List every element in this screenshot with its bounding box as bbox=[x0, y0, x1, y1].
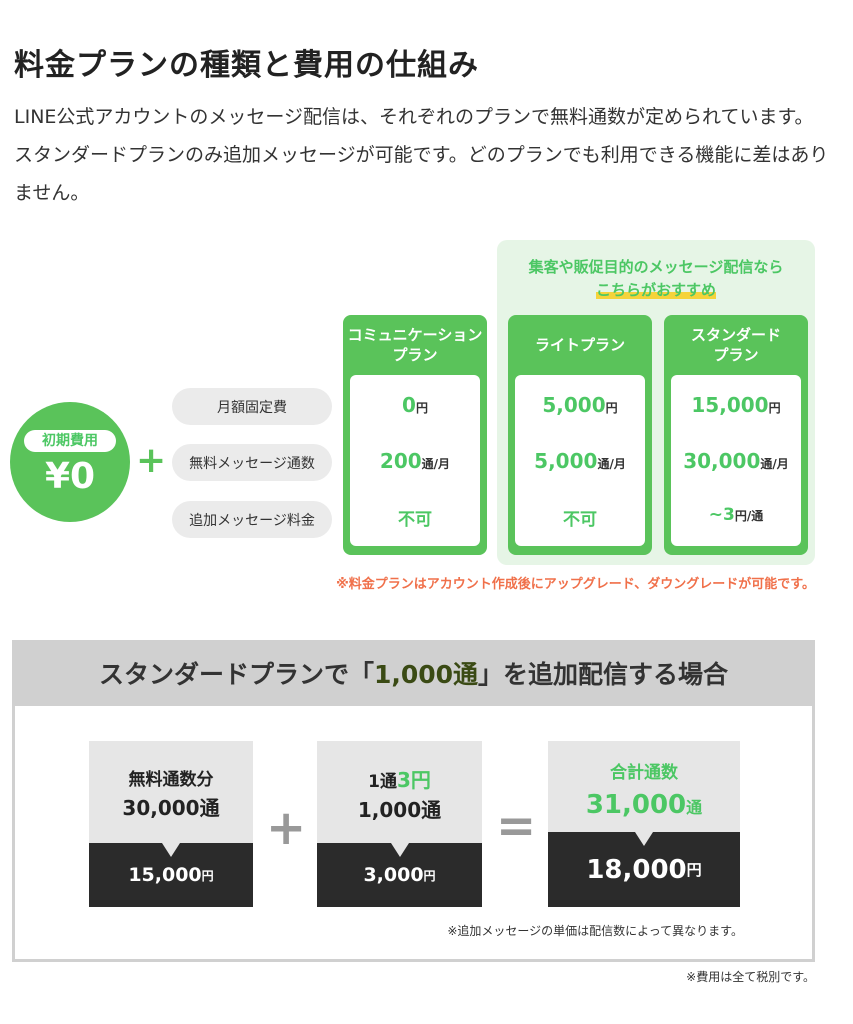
free-unit: 通/月 bbox=[421, 457, 451, 471]
fee-value: 5,000 bbox=[542, 393, 606, 417]
initial-fee-amount: ¥0 bbox=[44, 456, 96, 497]
card1-price: 15,000 bbox=[128, 864, 202, 886]
plan-name: コミュニケーション プラン bbox=[347, 326, 483, 364]
free-unit: 通/月 bbox=[597, 457, 626, 471]
card3-price: 18,000 bbox=[586, 854, 687, 885]
plan-values: 5,000円 5,000通/月 不可 bbox=[515, 375, 645, 546]
card1-line1: 無料通数分 bbox=[128, 770, 214, 790]
card3-line1: 合計通数 bbox=[610, 763, 678, 783]
free-value: 30,000 bbox=[683, 449, 761, 473]
fee-unit: 円 bbox=[768, 401, 781, 415]
plan-values: 15,000円 30,000通/月 ~3円/通 bbox=[671, 375, 801, 546]
extra-value: 不可 bbox=[563, 510, 597, 530]
example-note: ※追加メッセージの単価は配信数によって異なります。 bbox=[447, 924, 743, 938]
initial-fee-badge: 初期費用 ¥0 bbox=[10, 402, 130, 522]
card2-line1-num: 3円 bbox=[396, 768, 431, 792]
row-label-monthly-fee: 月額固定費 bbox=[172, 388, 332, 425]
example-title-post: 」を追加配信する場合 bbox=[478, 660, 729, 689]
recommend-line1: 集客や販促目的のメッセージ配信なら bbox=[528, 258, 784, 276]
free-value: 200 bbox=[379, 449, 422, 473]
initial-fee-label: 初期費用 bbox=[24, 430, 116, 452]
plan-monthly-fee: 0円 bbox=[350, 393, 480, 417]
card-free-messages: 無料通数分 30,000通 15,000 円 bbox=[89, 741, 253, 907]
free-value: 5,000 bbox=[534, 449, 598, 473]
fee-unit: 円 bbox=[415, 401, 428, 415]
plan-extra-fee: ~3円/通 bbox=[671, 505, 801, 525]
extra-unit: 円/通 bbox=[734, 509, 764, 523]
card2-line2: 1,000通 bbox=[357, 798, 442, 822]
footer-note: ※費用は全て税別です。 bbox=[686, 970, 815, 984]
plan-card-communication: コミュニケーション プラン 0円 200通/月 不可 bbox=[343, 315, 487, 555]
card3-unit: 円 bbox=[686, 861, 702, 879]
card2-line1-pre: 1通 bbox=[368, 772, 397, 792]
plan-name: ライトプラン bbox=[534, 336, 625, 354]
plan-name: スタンダード プラン bbox=[690, 326, 781, 364]
plus-sign: + bbox=[136, 440, 167, 481]
card3-total-unit: 通 bbox=[686, 798, 703, 817]
card-extra-messages: 1通3円 1,000通 3,000 円 bbox=[317, 741, 482, 907]
equals-icon: = bbox=[496, 798, 537, 854]
row-label-free-messages: 無料メッセージ通数 bbox=[172, 444, 332, 481]
recommend-text: 集客や販促目的のメッセージ配信なら こちらがおすすめ bbox=[497, 256, 815, 302]
description: LINE公式アカウントのメッセージ配信は、それぞれのプランで無料通数が定められて… bbox=[14, 106, 829, 204]
plus-icon: + bbox=[266, 800, 307, 856]
plan-monthly-fee: 15,000円 bbox=[671, 393, 801, 417]
example-title-pre: スタンダードプランで「 bbox=[98, 660, 374, 689]
plan-values: 0円 200通/月 不可 bbox=[350, 375, 480, 546]
plan-free-messages: 200通/月 bbox=[350, 449, 480, 473]
example-title-num: 1,000通 bbox=[373, 660, 479, 689]
plan-extra-fee: 不可 bbox=[515, 505, 645, 530]
fee-value: 0 bbox=[402, 393, 416, 417]
recommend-line2: こちらがおすすめ bbox=[595, 281, 716, 299]
plan-free-messages: 30,000通/月 bbox=[671, 449, 801, 473]
plan-card-light: ライトプラン 5,000円 5,000通/月 不可 bbox=[508, 315, 652, 555]
extra-value: 不可 bbox=[398, 510, 432, 530]
card-total: 合計通数 31,000通 18,000 円 bbox=[548, 741, 740, 907]
card1-line2: 30,000通 bbox=[122, 796, 220, 820]
extra-value: ~3 bbox=[708, 505, 735, 525]
free-unit: 通/月 bbox=[760, 457, 789, 471]
plan-extra-fee: 不可 bbox=[350, 505, 480, 530]
row-label-extra-fee: 追加メッセージ料金 bbox=[172, 501, 332, 538]
example-title: スタンダードプランで「 1,000通 」を追加配信する場合 bbox=[12, 640, 815, 706]
card2-price: 3,000 bbox=[363, 864, 424, 886]
card2-unit: 円 bbox=[423, 868, 436, 883]
plan-card-standard: スタンダード プラン 15,000円 30,000通/月 ~3円/通 bbox=[664, 315, 808, 555]
plan-free-messages: 5,000通/月 bbox=[515, 449, 645, 473]
card3-total-count: 31,000 bbox=[585, 790, 687, 820]
fee-value: 15,000 bbox=[691, 393, 769, 417]
card1-unit: 円 bbox=[201, 868, 214, 883]
page-title: 料金プランの種類と費用の仕組み bbox=[14, 48, 479, 83]
plan-note: ※料金プランはアカウント作成後にアップグレード、ダウングレードが可能です。 bbox=[336, 577, 815, 592]
fee-unit: 円 bbox=[605, 401, 618, 415]
plan-monthly-fee: 5,000円 bbox=[515, 393, 645, 417]
